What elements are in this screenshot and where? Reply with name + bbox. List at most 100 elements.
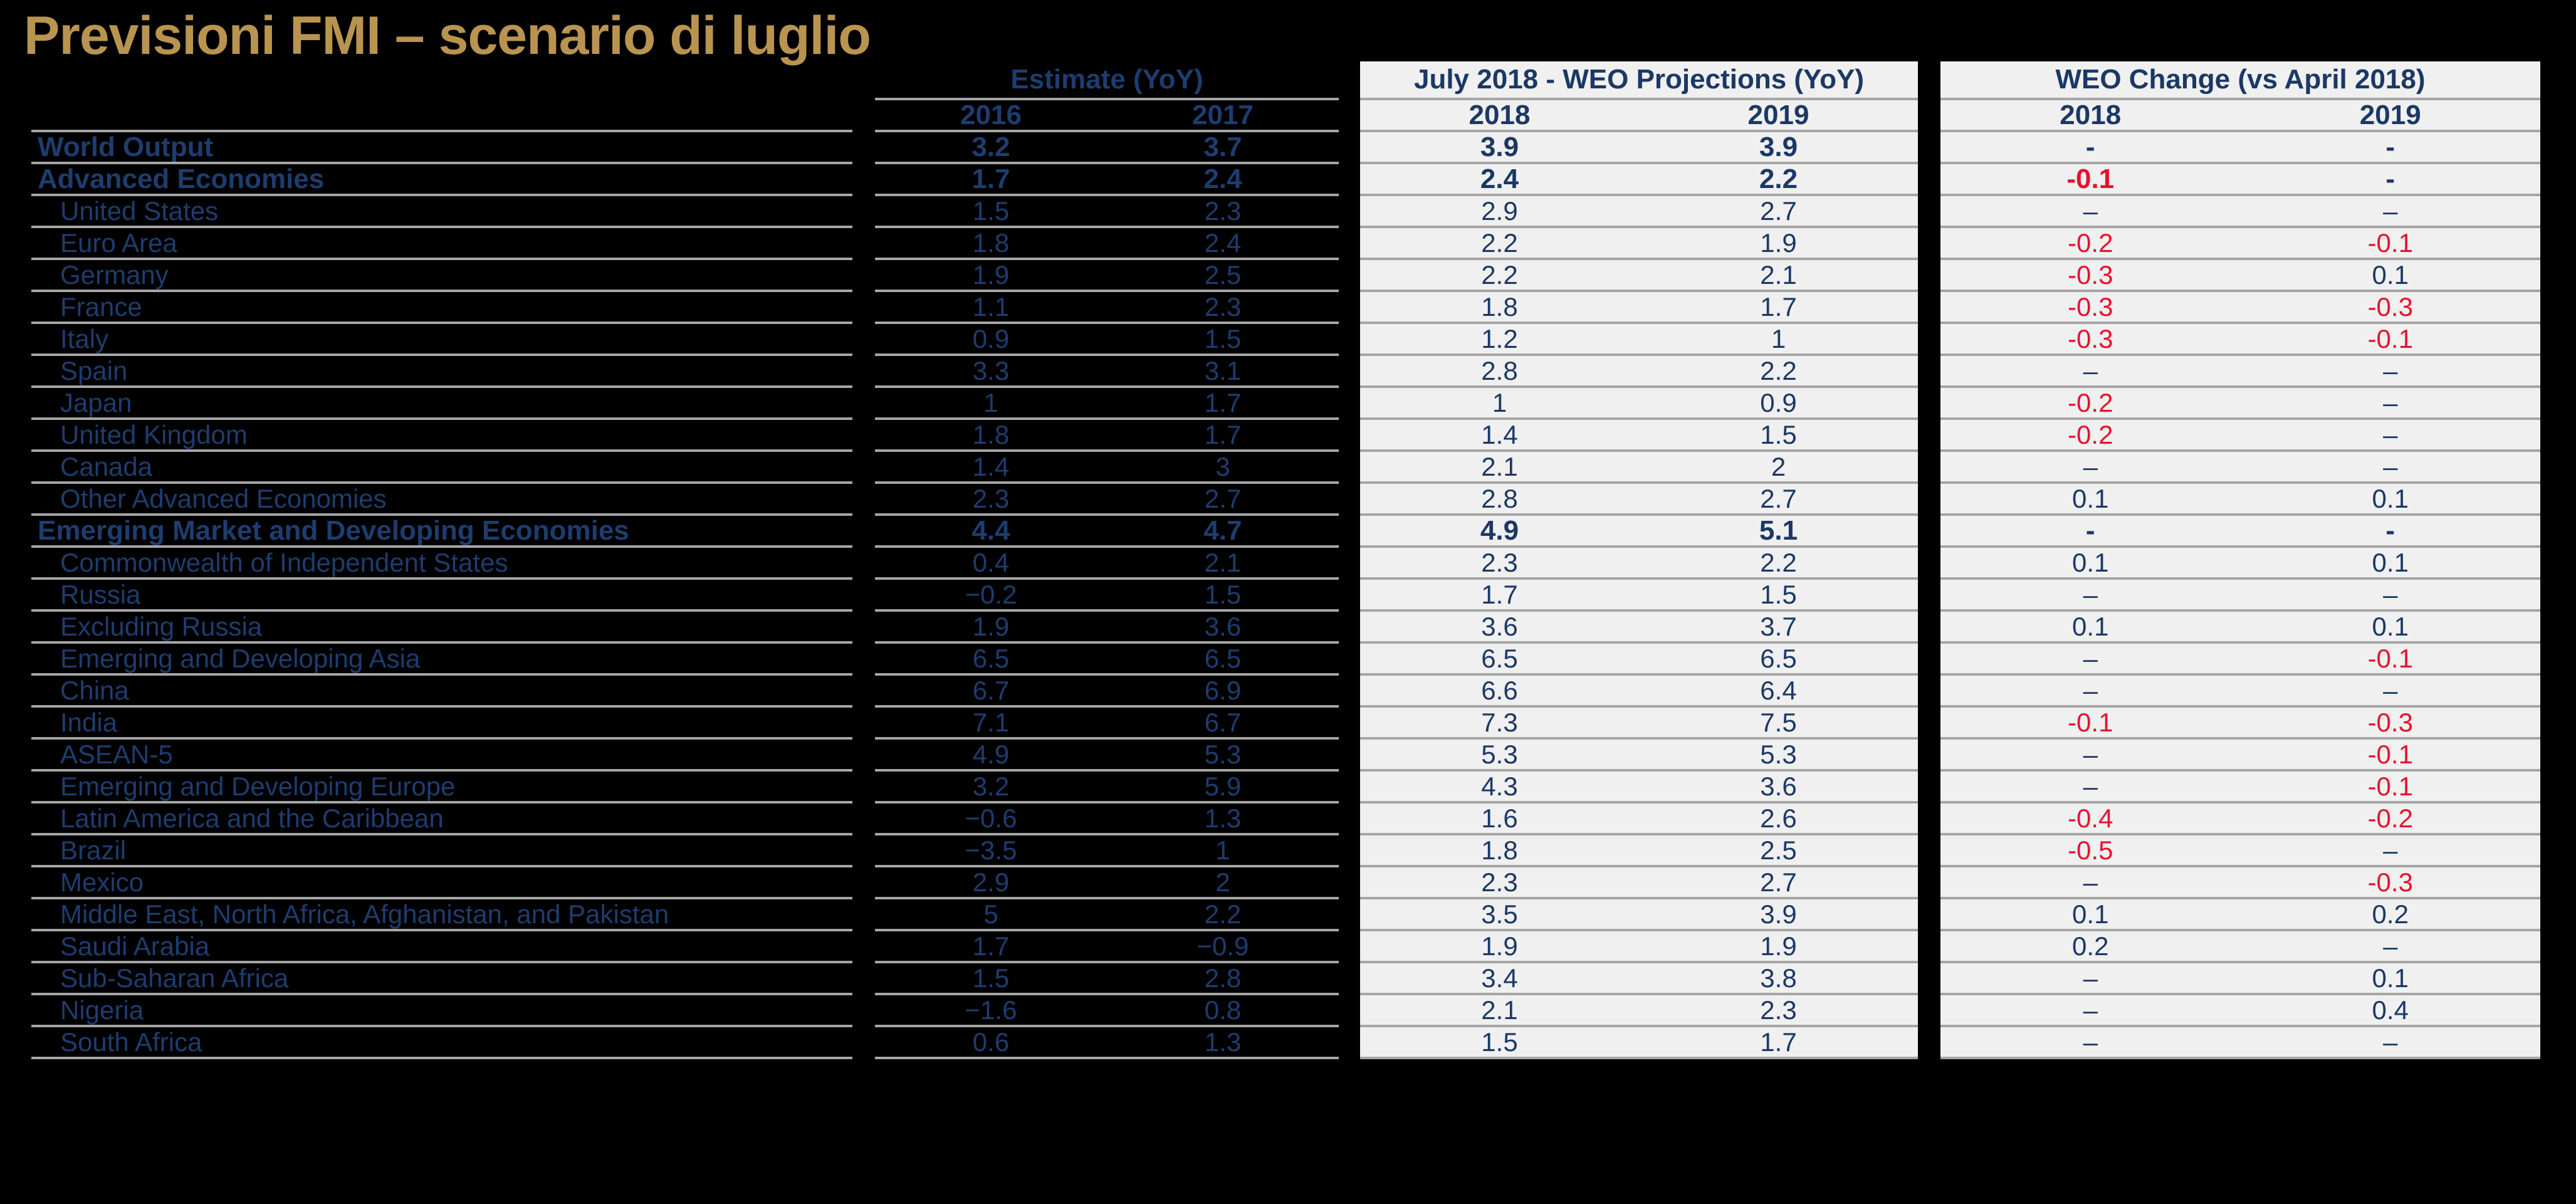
estimate-2016-cell: 2.3 — [972, 483, 1010, 513]
change-2018-cell: – — [2083, 355, 2098, 385]
table-row: 2.8 2.7 — [1360, 484, 1918, 516]
table-row: Sub-Saharan Africa 1.5 2.8 — [31, 963, 1339, 995]
column-gap — [852, 484, 875, 516]
column-gap — [852, 580, 875, 612]
change-2018-cell: - — [2085, 515, 2095, 546]
estimate-2016-cell: 0.4 — [972, 547, 1010, 577]
table-row: – -0.3 — [1940, 867, 2540, 899]
table-row: South Africa 0.6 1.3 — [31, 1027, 1339, 1059]
change-2018-cell: – — [2083, 196, 2098, 226]
estimate-cells: 0.9 1.5 — [875, 324, 1339, 356]
change-2019-cell: -0.1 — [2367, 739, 2413, 769]
estimate-cells: 1.5 2.8 — [875, 963, 1339, 995]
table-row: -0.2 -0.1 — [1940, 228, 2540, 260]
row-label: Germany — [31, 260, 852, 292]
row-label: United Kingdom — [31, 420, 852, 452]
change-2019-cell: -0.3 — [2367, 707, 2413, 737]
column-gap — [852, 164, 875, 196]
row-label: India — [31, 708, 852, 740]
estimate-2017-cell: 5.3 — [1204, 739, 1242, 769]
column-gap — [852, 612, 875, 644]
table-row: – -0.1 — [1940, 740, 2540, 772]
change-2018-cell: -0.3 — [2068, 291, 2113, 322]
projection-2018-cell: 2.9 — [1481, 196, 1518, 226]
table-row: Other Advanced Economies 2.3 2.7 — [31, 484, 1339, 516]
estimate-2016-cell: 7.1 — [972, 707, 1010, 737]
change-2018-cell: -0.3 — [2068, 259, 2113, 290]
change-2019-cell: – — [2383, 835, 2398, 865]
change-2018-cell: 0.2 — [2072, 931, 2109, 961]
row-label: Emerging and Developing Europe — [31, 772, 852, 804]
row-label: United States — [31, 196, 852, 228]
table-row: 4.9 5.1 — [1360, 515, 1918, 548]
estimate-cells: 1.8 1.7 — [875, 420, 1339, 452]
estimate-rows: World Output 3.2 3.7 Advanced Economies 1.7 2… — [31, 132, 1339, 1059]
estimate-year-2017: 2017 — [1192, 99, 1254, 130]
projection-2018-cell: 2.8 — [1481, 483, 1518, 513]
change-2019-cell: 0.2 — [2372, 899, 2409, 929]
projection-2018-cell: 1.7 — [1481, 579, 1518, 609]
projection-2018-cell: 4.9 — [1480, 515, 1519, 546]
projection-2018-cell: 1 — [1492, 387, 1507, 417]
change-2019-cell: – — [2383, 196, 2398, 226]
projection-2018-cell: 2.2 — [1481, 228, 1518, 258]
projection-2019-cell: 5.3 — [1760, 739, 1797, 769]
projection-2019-cell: 2.5 — [1760, 835, 1797, 865]
estimate-2016-cell: −0.2 — [965, 579, 1017, 609]
estimate-2016-cell: 1.5 — [972, 196, 1010, 226]
table-row: 3.6 3.7 — [1360, 612, 1918, 644]
projections-panel: July 2018 - WEO Projections (YoY) 2018 2… — [1360, 61, 1918, 1059]
estimate-2017-cell: 2.3 — [1204, 196, 1242, 226]
table-row: France 1.1 2.3 — [31, 292, 1339, 324]
change-2019-cell: 0.1 — [2372, 611, 2409, 641]
change-2019-cell: - — [2385, 163, 2395, 194]
table-row: -0.1 -0.3 — [1940, 708, 2540, 740]
table-row: 2.3 2.2 — [1360, 548, 1918, 580]
column-gap — [852, 452, 875, 484]
row-label: Spain — [31, 356, 852, 388]
projection-2018-cell: 2.2 — [1481, 259, 1518, 290]
row-label: Middle East, North Africa, Afghanistan, … — [31, 899, 852, 931]
estimate-2017-cell: 6.7 — [1204, 707, 1242, 737]
change-2018-cell: -0.4 — [2068, 803, 2113, 833]
column-gap — [852, 356, 875, 388]
estimate-section: Estimate (YoY) 2016 2017 World Output 3.2… — [31, 61, 1339, 1059]
estimate-2016-cell: 3.2 — [972, 771, 1010, 801]
label-column-spacer — [31, 100, 852, 132]
table-row: 3.9 3.9 — [1360, 132, 1918, 164]
estimate-2017-cell: 5.9 — [1204, 771, 1242, 801]
change-2018-cell: -0.3 — [2068, 323, 2113, 353]
change-2019-cell: -0.3 — [2367, 867, 2413, 897]
projection-2019-cell: 2.2 — [1760, 355, 1797, 385]
projection-2019-cell: 2.7 — [1760, 483, 1797, 513]
change-2018-cell: – — [2083, 771, 2098, 801]
projection-2019-cell: 1 — [1771, 323, 1786, 353]
table-row: -0.1 - — [1940, 164, 2540, 196]
table-row: 0.1 0.1 — [1940, 548, 2540, 580]
estimate-2017-cell: 2.5 — [1204, 259, 1242, 290]
estimate-header-row: Estimate (YoY) — [31, 61, 1339, 100]
change-rows: - - -0.1- – – -0.2 -0.1 -0.3 0.1 -0.3 -0.3 -0.3 -0.1… — [1940, 132, 2540, 1059]
estimate-2017-cell: 6.9 — [1204, 675, 1242, 705]
projection-2018-cell: 2.3 — [1481, 867, 1518, 897]
projection-2019-cell: 3.7 — [1760, 611, 1797, 641]
row-label: Nigeria — [31, 995, 852, 1027]
table-row: 2.1 2.3 — [1360, 995, 1918, 1027]
table-row: 2.4 2.2 — [1360, 164, 1918, 196]
table-row: Excluding Russia 1.9 3.6 — [31, 612, 1339, 644]
projection-2019-cell: 2.2 — [1760, 547, 1797, 577]
estimate-cells: 1.4 3 — [875, 452, 1339, 484]
change-2019-cell: -0.2 — [2367, 803, 2413, 833]
table-row: 2.1 2 — [1360, 452, 1918, 484]
table-row: 5.3 5.3 — [1360, 740, 1918, 772]
estimate-2017-cell: 3.6 — [1204, 611, 1242, 641]
column-gap — [852, 995, 875, 1027]
table-row: 1.7 1.5 — [1360, 580, 1918, 612]
projection-2019-cell: 3.6 — [1760, 771, 1797, 801]
projection-2018-cell: 1.9 — [1481, 931, 1518, 961]
estimate-cells: −3.5 1 — [875, 835, 1339, 867]
estimate-2017-cell: 3.7 — [1203, 131, 1242, 162]
estimate-2017-cell: 2.1 — [1204, 547, 1242, 577]
row-label: Excluding Russia — [31, 612, 852, 644]
projections-year-2019: 2019 — [1747, 99, 1809, 130]
